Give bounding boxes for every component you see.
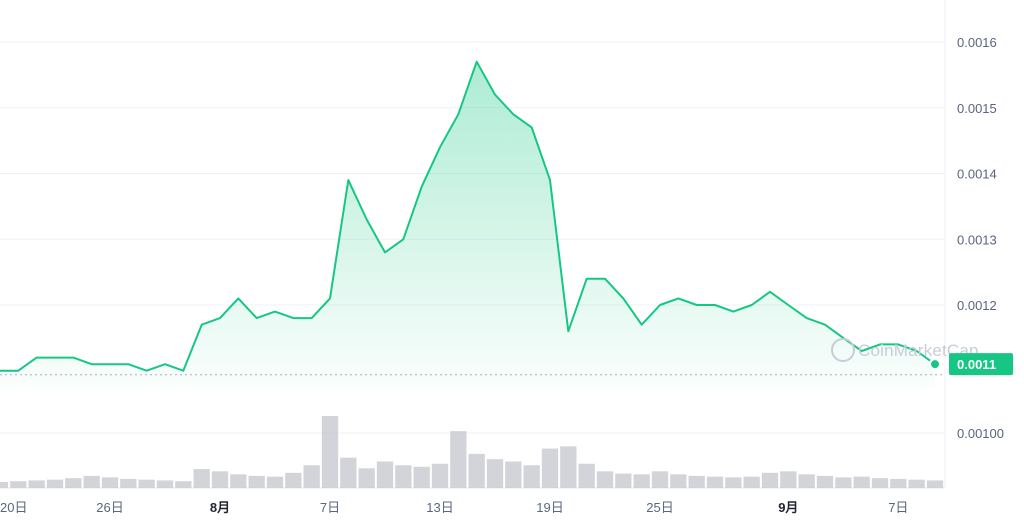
volume-bar — [285, 472, 302, 488]
volume-bar — [578, 463, 595, 488]
x-tick-label: 26日 — [96, 500, 123, 515]
volume-bar — [725, 477, 742, 488]
volume-bar — [65, 478, 82, 488]
x-tick-label: 20日 — [0, 500, 27, 515]
volume-bar — [780, 471, 797, 488]
volume-bar — [28, 480, 45, 488]
volume-bar — [156, 480, 174, 488]
volume-bar — [871, 478, 889, 488]
volume-bar — [798, 474, 815, 488]
volume-bar — [138, 479, 155, 488]
current-price: 0.0011 — [929, 353, 1013, 376]
coinmarketcap-logo-icon — [831, 338, 855, 362]
volume-bar — [468, 453, 485, 488]
current-price-label: 0.0011 — [957, 357, 996, 372]
y-tick-label: 0.0013 — [957, 232, 997, 247]
volume-bar — [358, 468, 375, 488]
y-axis-ticks: 0.0016 0.0015 0.0014 0.0013 0.0012 0.00100 — [957, 35, 1004, 441]
volume-bar — [651, 471, 669, 488]
volume-bar — [890, 478, 907, 488]
volume-bar — [101, 477, 119, 488]
volume-bar — [46, 479, 64, 488]
volume-bar — [321, 416, 339, 488]
volume-bar — [175, 481, 192, 488]
volume-bar — [816, 475, 834, 488]
price-area — [0, 60, 936, 388]
volume-bar — [670, 474, 687, 488]
volume-bar — [688, 475, 705, 488]
volume-bar — [761, 472, 779, 488]
volume-bar — [486, 459, 504, 488]
volume-bar — [505, 461, 522, 488]
y-tick-label: 0.0015 — [957, 101, 997, 116]
x-tick-label: 7日 — [320, 500, 340, 515]
volume-bar — [376, 461, 394, 488]
volume-bar — [743, 476, 760, 488]
volume-bar — [431, 463, 449, 488]
volume-bar — [450, 431, 467, 488]
current-price-badge — [949, 353, 1013, 376]
price-area-fill — [0, 61, 935, 388]
volume-bar — [0, 481, 9, 488]
y-tick-label: 0.0014 — [957, 167, 997, 182]
volume-bar — [596, 471, 614, 488]
x-tick-label: 8月 — [210, 500, 230, 515]
volume-bar — [120, 478, 137, 488]
volume-bar — [908, 479, 925, 488]
x-axis-ticks: 20日 26日 8月 7日 13日 19日 25日 9月 7日 — [0, 500, 908, 515]
volume-bar — [230, 474, 247, 488]
volume-bar — [560, 446, 577, 488]
x-tick-label: 9月 — [778, 500, 798, 515]
watermark-text: CoinMarketCap — [858, 341, 979, 360]
x-tick-label: 25日 — [646, 500, 673, 515]
price-line — [0, 60, 936, 372]
volume-bar — [926, 480, 944, 488]
volume-bars — [0, 416, 944, 488]
volume-bar — [266, 476, 284, 488]
volume-bar — [340, 457, 357, 488]
x-tick-label: 13日 — [426, 500, 453, 515]
volume-bar — [303, 465, 320, 488]
x-tick-label: 7日 — [888, 500, 908, 515]
volume-bar — [83, 475, 100, 488]
volume-bar — [853, 476, 870, 488]
volume-bar — [835, 477, 852, 488]
y-tick-label: 0.0016 — [957, 35, 997, 50]
volume-bar — [248, 475, 265, 488]
volume-bar — [633, 474, 650, 488]
current-price-dot — [929, 358, 941, 371]
volume-bar — [395, 465, 412, 488]
volume-tick-label: 0.00100 — [957, 426, 1004, 441]
volume-bar — [413, 466, 430, 488]
x-tick-label: 19日 — [536, 500, 563, 515]
volume-bar — [541, 448, 559, 488]
volume-bar — [211, 471, 229, 488]
watermark: CoinMarketCap — [831, 338, 979, 362]
volume-bar — [706, 476, 724, 488]
volume-bar — [193, 469, 210, 488]
volume-bar — [10, 481, 27, 488]
y-tick-label: 0.0012 — [957, 298, 997, 313]
volume-bar — [615, 473, 632, 488]
volume-bar — [523, 465, 540, 488]
